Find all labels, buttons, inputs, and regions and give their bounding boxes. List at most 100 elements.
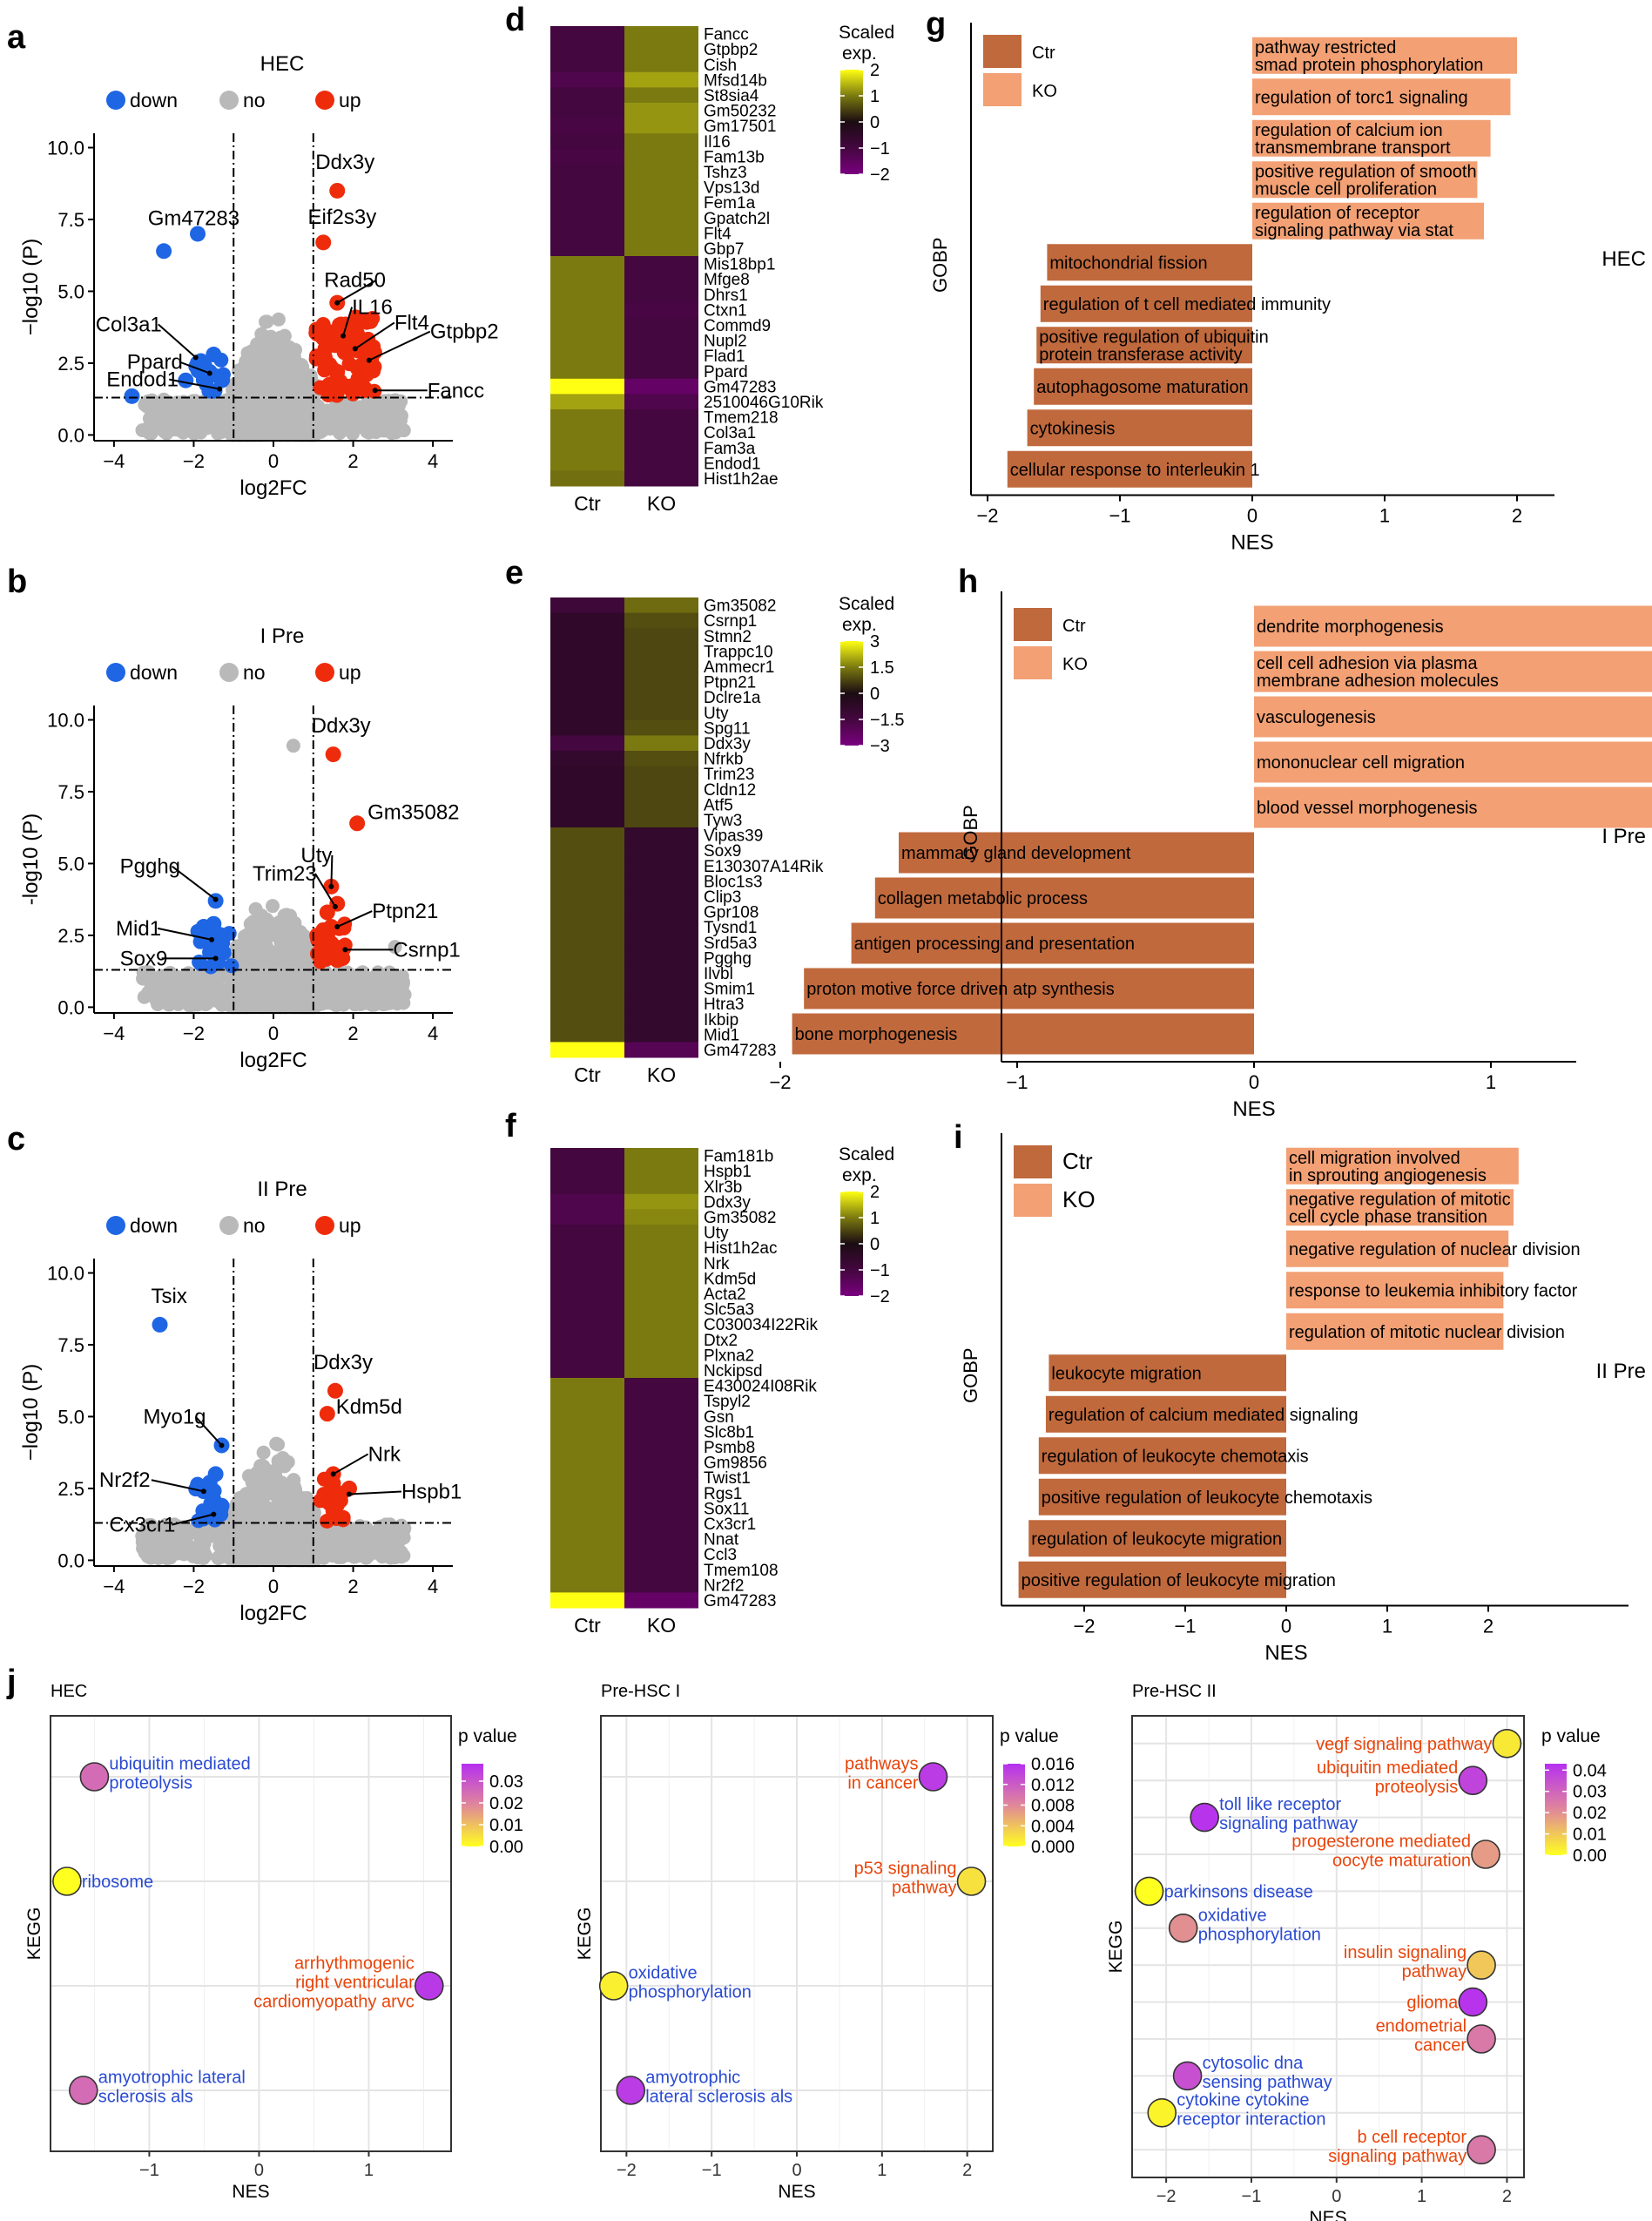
gobp-term: cytokinesis [1030, 419, 1116, 438]
heatmap-cell [624, 1332, 698, 1348]
point-no [259, 367, 273, 381]
gobp-h: dendrite morphogenesis cell cell adhesion… [769, 591, 1652, 1121]
point-no [365, 1537, 380, 1552]
kegg-term: oxidative [629, 1964, 698, 1983]
heatmap-cell [550, 1286, 624, 1302]
point-up [318, 381, 334, 396]
kegg-point [1492, 1729, 1522, 1759]
point-no [274, 1475, 289, 1490]
label-arrow [354, 321, 395, 350]
down-points [190, 893, 239, 975]
arrow-head [200, 1489, 206, 1495]
kegg-term: ubiquitin mediated [1317, 1759, 1458, 1778]
point-up [359, 367, 374, 382]
point-no [259, 314, 273, 329]
point-up [330, 1497, 346, 1513]
gene-label: IL16 [352, 296, 393, 320]
scale-tick-label: 0.03 [489, 1772, 523, 1792]
arrow-head [346, 1491, 352, 1497]
point-no [329, 969, 344, 984]
gobp-term: response to leukemia inhibitory factor [1289, 1281, 1578, 1300]
y-tick-label: 2.5 [57, 925, 84, 947]
gene-label: Flt4 [394, 311, 429, 334]
heatmap-cell [550, 842, 624, 859]
point-no [311, 399, 326, 414]
y-axis-title: KEGG [1106, 1921, 1126, 1974]
heatmap-cell [550, 1332, 624, 1348]
point-no [357, 969, 372, 984]
x-tick-label: −2 [1156, 2187, 1177, 2206]
condition-label: I Pre [1601, 825, 1646, 848]
heatmap-cell [624, 41, 698, 57]
panel-letter-c: c [7, 1121, 25, 1158]
heatmap-cell [550, 1193, 624, 1210]
kegg-term: cytokine cytokine [1177, 2090, 1309, 2110]
column-label: Ctr [574, 1063, 601, 1086]
heatmap-cell [624, 1393, 698, 1409]
gene-label: Mid1 [116, 917, 161, 941]
heatmap-cell [624, 965, 698, 982]
y-tick-label: 10.0 [47, 1262, 84, 1284]
kegg-term: p53 signaling [854, 1860, 957, 1879]
point-no [150, 1546, 165, 1561]
gobp-term: cell cycle phase transition [1289, 1207, 1487, 1226]
x-tick-label: −2 [617, 2161, 637, 2180]
heatmap-cell [624, 858, 698, 874]
heatmap-cell [624, 57, 698, 73]
point-no [170, 982, 185, 996]
heatmap-cell [624, 1546, 698, 1563]
gene-name: Gm47283 [704, 1042, 776, 1060]
kegg-term: cardiomyopathy arvc [253, 1993, 415, 2012]
point-up [334, 316, 349, 332]
heatmap-cell [624, 210, 698, 226]
heatmap-cell [624, 597, 698, 614]
gobp-term: negative regulation of nuclear division [1289, 1240, 1581, 1259]
heatmap-cell [550, 1393, 624, 1409]
heatmap-cell [624, 333, 698, 349]
x-tick-label: 2 [962, 2161, 972, 2180]
heatmap-cell [624, 1163, 698, 1179]
gene-label: Rad50 [324, 269, 386, 293]
heatmap-cell [550, 1469, 624, 1486]
point-no [255, 1467, 270, 1482]
legend-dot-no [219, 663, 239, 682]
point-down [215, 372, 231, 388]
label-arrow [348, 1490, 402, 1495]
gobp-term: blood vessel morphogenesis [1257, 799, 1478, 818]
heatmap-cell [550, 735, 624, 752]
point-no [204, 408, 219, 422]
legend-label-up: up [339, 1214, 361, 1237]
point-up [343, 378, 359, 394]
point-no [196, 1551, 211, 1566]
heatmap-e: Gm35082Csrnp1Stmn2Trappc10Ammecr1Ptpn21D… [550, 594, 904, 1086]
x-axis-title: NES [1232, 1097, 1275, 1121]
kegg-term: pathways [845, 1755, 919, 1774]
legend-key-ko [983, 73, 1022, 106]
heatmap-cell [550, 424, 624, 441]
heatmap-cell [550, 858, 624, 874]
heatmap-cell [624, 766, 698, 782]
kegg-term: progesterone mediated [1291, 1833, 1471, 1852]
arrow-head [212, 896, 219, 902]
gobp-term: membrane adhesion molecules [1257, 672, 1499, 691]
scale-tick-label: 0.00 [1573, 1846, 1607, 1866]
gobp-term: mammary gland development [901, 844, 1131, 863]
x-tick-label: 0 [792, 2161, 801, 2180]
label-arrow [342, 307, 354, 336]
kegg-term: cytosolic dna [1203, 2054, 1304, 2073]
heatmap-cell [550, 164, 624, 180]
heatmap-cell [550, 904, 624, 921]
heatmap-cell [550, 148, 624, 165]
heatmap-cell [550, 1316, 624, 1333]
heatmap-cell [550, 1026, 624, 1043]
heatmap-cell [624, 674, 698, 691]
heatmap-d: FanccGtpbp2CishMfsd14bSt8sia4Gm50232Gm17… [550, 23, 894, 515]
scale-tick-label: 0.000 [1031, 1838, 1075, 1857]
heatmap-cell [550, 1163, 624, 1179]
kegg-term: sclerosis als [98, 2088, 193, 2107]
scale-tick-label: −2 [870, 1287, 890, 1306]
point-no [286, 1489, 300, 1504]
column-label: KO [647, 1063, 676, 1086]
point-up [358, 312, 374, 327]
heatmap-cell [550, 256, 624, 273]
